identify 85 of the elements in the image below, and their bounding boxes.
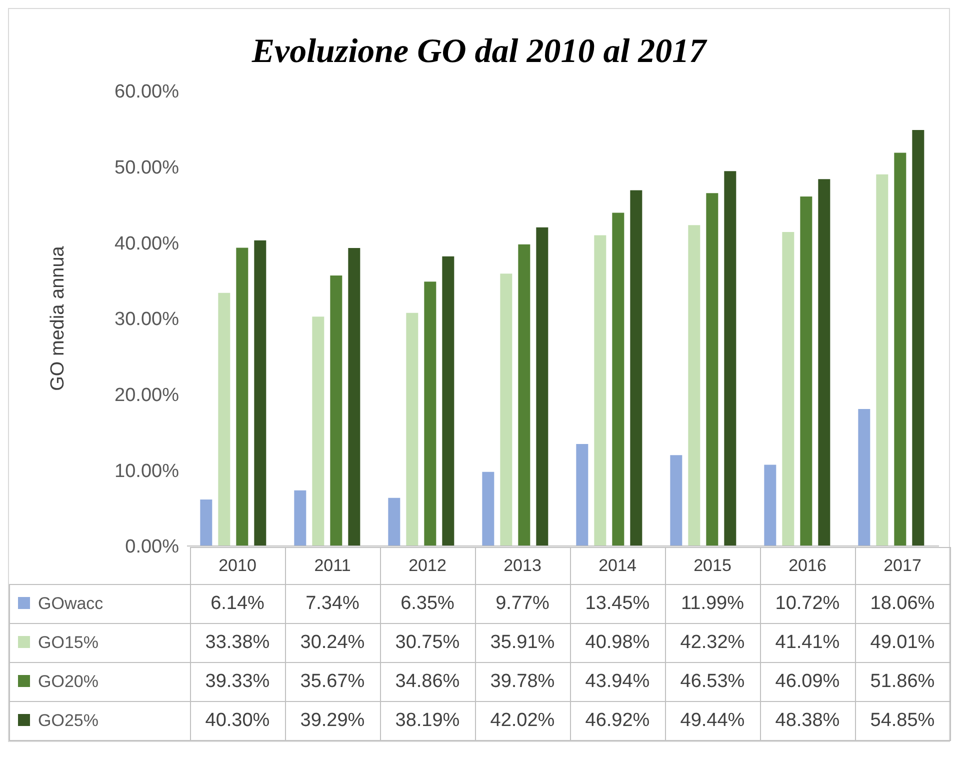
legend-label: GO20% — [10, 662, 190, 702]
data-label: 11.99% — [665, 584, 760, 624]
y-tick-label: 0.00% — [125, 536, 180, 558]
data-label: 38.19% — [380, 702, 475, 740]
bar — [518, 244, 530, 546]
x-tick-label: 2013 — [475, 548, 570, 584]
bar — [630, 190, 642, 546]
bar — [724, 171, 736, 546]
data-label: 33.38% — [190, 624, 285, 662]
x-tick-label: 2015 — [665, 548, 760, 584]
data-label: 39.78% — [475, 662, 570, 702]
data-label: 30.24% — [285, 624, 380, 662]
bar — [254, 240, 266, 546]
bar — [764, 464, 776, 546]
data-label: 49.44% — [665, 702, 760, 740]
data-label: 39.29% — [285, 702, 380, 740]
bar — [782, 232, 794, 546]
data-label: 40.30% — [190, 702, 285, 740]
x-tick-label: 2016 — [760, 548, 855, 584]
chart-title: Evoluzione GO dal 2010 al 2017 — [250, 32, 708, 72]
data-label: 48.38% — [760, 702, 855, 740]
bar — [406, 312, 418, 546]
data-label: 49.01% — [855, 624, 950, 662]
bar — [442, 256, 454, 546]
data-label: 42.32% — [665, 624, 760, 662]
bar — [388, 498, 400, 546]
y-tick-label: 10.00% — [114, 460, 180, 482]
data-label: 46.92% — [570, 702, 665, 740]
bar — [218, 292, 230, 546]
data-label: 7.34% — [285, 584, 380, 624]
bar — [876, 174, 888, 546]
y-tick-label: 30.00% — [114, 309, 180, 330]
bar — [800, 196, 812, 546]
bar — [576, 444, 588, 546]
bar — [236, 248, 248, 546]
y-tick-label: 20.00% — [114, 385, 180, 406]
data-label: 30.75% — [380, 624, 475, 662]
bar — [894, 152, 906, 546]
bar — [612, 212, 624, 546]
x-tick-label: 2017 — [855, 548, 950, 584]
bar — [706, 193, 718, 546]
y-tick-label: 40.00% — [114, 233, 180, 254]
x-tick-label: 2014 — [570, 548, 665, 584]
data-label: 34.86% — [380, 662, 475, 702]
data-label: 43.94% — [570, 662, 665, 702]
data-label: 39.33% — [190, 662, 285, 702]
data-label: 13.45% — [570, 584, 665, 624]
bar — [818, 179, 830, 546]
data-label: 10.72% — [760, 584, 855, 624]
bar — [912, 130, 924, 546]
y-tick-label: 50.00% — [114, 158, 180, 179]
bar — [688, 225, 700, 546]
bar — [200, 499, 212, 546]
data-label: 18.06% — [855, 584, 950, 624]
data-label: 9.77% — [475, 584, 570, 624]
data-label: 51.86% — [855, 662, 950, 702]
bar — [536, 227, 548, 546]
y-axis-title: GO media annua — [48, 246, 69, 391]
data-label: 54.85% — [855, 702, 950, 740]
data-label: 41.41% — [760, 624, 855, 662]
y-tick-label: 60.00% — [114, 82, 180, 103]
bar — [294, 490, 306, 546]
bar — [858, 409, 870, 546]
bar — [312, 316, 324, 546]
x-tick-label: 2012 — [380, 548, 475, 584]
data-label: 6.14% — [190, 584, 285, 624]
legend-label: GO25% — [10, 702, 190, 740]
bar — [482, 472, 494, 546]
bar — [670, 455, 682, 546]
data-label: 42.02% — [475, 702, 570, 740]
bar — [330, 276, 342, 546]
data-label: 35.91% — [475, 624, 570, 662]
x-tick-label: 2011 — [285, 548, 380, 584]
x-tick-label: 2010 — [190, 548, 285, 584]
data-label: 6.35% — [380, 584, 475, 624]
bar — [500, 274, 512, 546]
data-label: 46.53% — [665, 662, 760, 702]
data-label: 40.98% — [570, 624, 665, 662]
data-label: 46.09% — [760, 662, 855, 702]
bar — [348, 248, 360, 546]
bar — [594, 235, 606, 546]
bar — [424, 282, 436, 546]
data-label: 35.67% — [285, 662, 380, 702]
legend-label: GOwacc — [10, 584, 190, 624]
legend-label: GO15% — [10, 624, 190, 662]
